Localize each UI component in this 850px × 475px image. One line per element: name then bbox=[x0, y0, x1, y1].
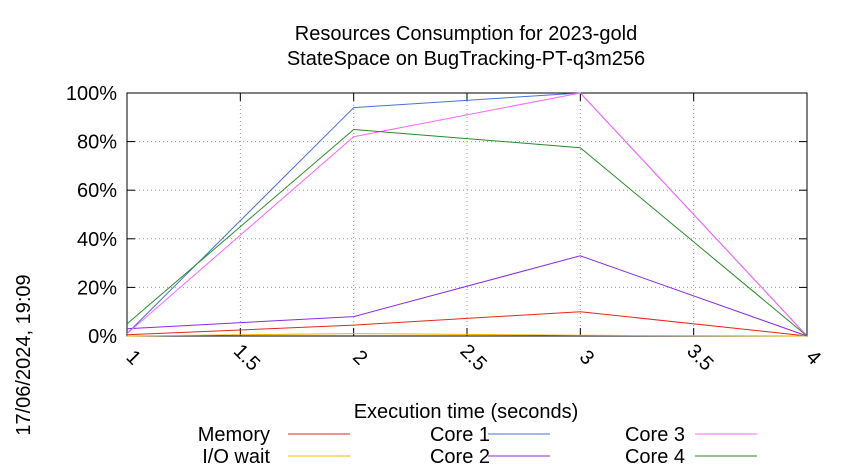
plot-border bbox=[126, 92, 808, 337]
legend-label-core-4: Core 4 bbox=[625, 446, 685, 468]
y-tick-label: 20% bbox=[77, 277, 117, 299]
chart-title: Resources Consumption for 2023-gold bbox=[295, 23, 637, 45]
y-tick-label: 80% bbox=[77, 132, 117, 154]
grid-lines bbox=[127, 93, 807, 336]
series-line-i-o-wait bbox=[126, 333, 808, 337]
series-line-core-4 bbox=[126, 128, 808, 337]
x-tick-label: 4 bbox=[802, 346, 825, 369]
x-axis-label: Execution time (seconds) bbox=[354, 401, 579, 423]
legend-label-core-2: Core 2 bbox=[430, 446, 490, 468]
legend-label-memory: Memory bbox=[198, 424, 270, 446]
x-tick-label: 3.5 bbox=[682, 340, 717, 375]
x-tick-label: 1 bbox=[122, 346, 145, 369]
timestamp-label: 17/06/2024, 19:09 bbox=[13, 274, 35, 435]
x-tick-label: 1.5 bbox=[229, 340, 264, 375]
series-line-memory bbox=[126, 311, 808, 337]
x-tick-label: 2.5 bbox=[456, 340, 491, 375]
series-lines bbox=[126, 92, 808, 337]
x-tick-label: 3 bbox=[575, 346, 598, 369]
y-tick-label: 100% bbox=[66, 83, 117, 105]
y-tick-labels: 0% 20% 40% 60% 80% 100% bbox=[66, 83, 117, 348]
legend-label-i-o-wait: I/O wait bbox=[202, 446, 270, 468]
legend-label-core-1: Core 1 bbox=[430, 424, 490, 446]
x-tick-label: 2 bbox=[348, 346, 371, 369]
chart-subtitle: StateSpace on BugTracking-PT-q3m256 bbox=[287, 48, 645, 70]
x-tick-labels: 1 1.5 2 2.5 3 3.5 4 bbox=[122, 340, 825, 375]
series-line-core-3 bbox=[126, 92, 808, 337]
axes bbox=[126, 92, 808, 337]
legend-label-core-3: Core 3 bbox=[625, 424, 685, 446]
y-tick-label: 40% bbox=[77, 229, 117, 251]
y-tick-label: 0% bbox=[88, 326, 117, 348]
y-tick-label: 60% bbox=[77, 180, 117, 202]
series-line-core-2 bbox=[126, 255, 808, 337]
